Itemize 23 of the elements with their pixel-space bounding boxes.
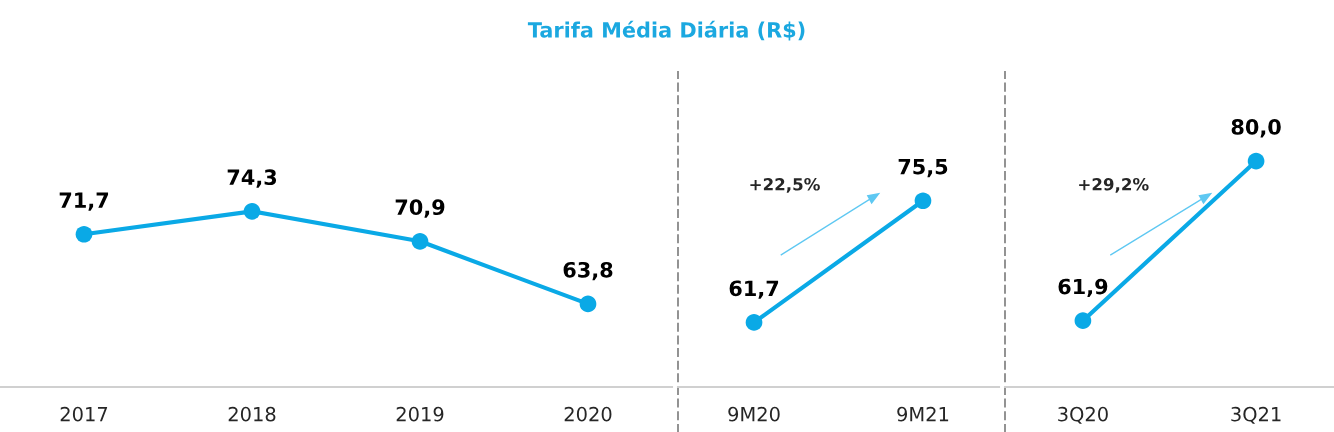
x-tick-label: 9M20 [728,406,780,422]
data-label: 74,3 [227,169,277,188]
data-label: 80,0 [1231,119,1281,138]
x-tick-label: 3Q20 [1058,406,1108,424]
annotation: +29,2% [1079,177,1149,193]
chart-title: Tarifa Média Diária (R$) [527,20,805,41]
text: +22,5% [750,177,820,193]
x-tick-label: 3Q21 [1231,406,1281,424]
point [579,295,597,313]
data-label: 63,8 [563,261,613,281]
data-label: 71,7 [59,192,109,211]
x-tick-label: 2020 [564,406,612,422]
data-label: 61,9 [1058,278,1108,298]
x-tick-label: 2018 [228,406,276,422]
point [243,202,261,220]
data-label: 75,5 [898,158,948,178]
point [75,225,93,243]
x-tick-label: 2017 [60,406,108,422]
x-tick-label: 2019 [396,406,444,422]
point [411,232,429,250]
data-label: 70,9 [395,199,445,218]
data-label: 61,7 [729,280,779,299]
x-tick-label: 9M21 [897,406,949,422]
